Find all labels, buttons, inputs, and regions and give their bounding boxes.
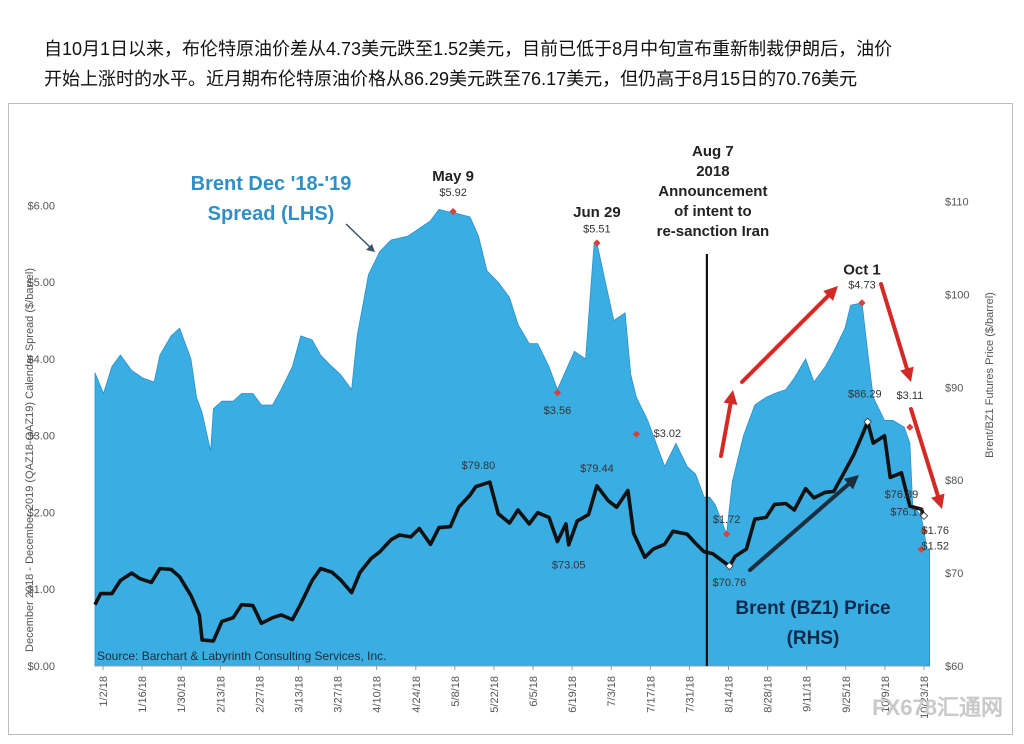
annotation-label: $3.56 [544,405,572,417]
left-tick-label: $1.00 [27,584,55,596]
data-point-marker [632,430,640,438]
headline-line-2: 开始上涨时的水平。近月期布伦特原油价格从86.29美元跌至76.17美元，但仍高… [44,69,858,89]
annotation-label: $79.44 [580,463,614,475]
annotation-label: $1.52 [922,540,950,552]
left-tick-label: $5.00 [27,277,55,289]
annotation-label: $1.76 [922,525,950,537]
left-tick-label: $4.00 [27,354,55,366]
x-tick-label: 5/22/18 [489,676,501,713]
trend-arrow-up-1 [719,401,733,458]
brent-series-label: Brent (BZ1) Price [735,598,890,619]
right-tick-label: $70 [945,568,963,580]
x-tick-label: 4/10/18 [372,676,384,713]
trend-arrow-down-2-head [931,493,945,509]
trend-arrow-down-1-head [900,366,914,382]
data-point-marker [920,527,928,535]
x-tick-label: 9/25/18 [841,676,853,713]
announcement-label-line: Announcement [658,183,767,200]
announcement-label-line: 2018 [696,163,729,180]
x-tick-label: 3/13/18 [293,676,305,713]
announcement-label-line: of intent to [674,203,751,220]
trend-arrow-brent-up [748,482,851,572]
data-point-marker [723,530,731,538]
data-point-marker [906,423,914,431]
annotation-label: Jun 29 [573,204,621,221]
x-tick-label: 7/17/18 [645,676,657,713]
brent-price-line [93,419,926,643]
left-axis-label: December 2018 - December 2019 (QAZ18-QAZ… [24,268,36,652]
trend-arrow-up-1-head [723,390,738,406]
x-tick-label: 6/5/18 [528,676,540,707]
right-axis-label: Brent/BZ1 Futures Price ($/barrel) [984,292,996,458]
x-tick-label: 2/13/18 [215,676,227,713]
source-note: Source: Barchart & Labyrinth Consulting … [97,649,386,663]
chart-frame: $0.00 $1.00 $2.00 $3.00 $4.00 $5.00 $6.00 $60 $7… [8,103,1013,735]
headline-line-1: 自10月1日以来，布伦特原油价差从4.73美元跌至1.52美元，目前已低于8月中… [44,39,893,59]
left-tick-label: $3.00 [27,431,55,443]
data-point-marker [553,389,562,397]
right-tick-label: $80 [945,475,963,487]
x-tick-label: 9/11/18 [802,676,814,712]
data-point-marker [917,545,925,553]
trend-arrow-down-2 [909,407,940,498]
watermark-logo: FX678汇通网 [872,695,1003,720]
label-pointer-line [345,223,372,249]
left-tick-label: $0.00 [27,661,55,673]
data-point-marker [858,299,866,307]
label-pointer-arrowhead [366,244,375,252]
data-point-marker [725,561,734,571]
annotation-label: $3.11 [897,390,924,402]
x-tick-label: 7/3/18 [606,676,618,707]
spread-series-label: Brent Dec '18-'19 [191,173,352,195]
right-tick-label: $90 [945,382,963,394]
x-tick-label: 1/30/18 [176,676,188,713]
x-tick-label: 2/27/18 [254,676,266,713]
annotation-label: $70.76 [713,577,747,589]
x-tick-label: 5/8/18 [450,676,462,707]
annotation-label: $5.51 [583,223,611,235]
annotation-label: $3.02 [654,428,682,440]
x-tick-label: 7/31/18 [684,676,696,713]
annotation-label: $86.29 [848,389,882,401]
x-tick-label: 8/14/18 [724,676,736,713]
annotation-label: $5.92 [439,187,467,199]
left-tick-label: $6.00 [27,200,55,212]
annotation-label: $76.89 [885,489,919,501]
brent-series-label: (RHS) [787,628,840,649]
trend-arrow-up-2 [740,293,831,384]
left-tick-label: $2.00 [27,507,55,519]
right-tick-label: $100 [945,289,969,301]
trend-arrow-down-1 [879,282,909,371]
data-point-marker [919,511,929,520]
x-tick-label: 3/27/18 [333,676,345,713]
spread-area [94,208,930,667]
annotation-label: Oct 1 [843,262,881,279]
annotation-label: May 9 [432,168,474,185]
trend-arrow-up-2-head [823,286,838,301]
data-point-marker [863,417,872,426]
announcement-label-line: Aug 7 [692,143,734,160]
x-tick-label: 4/24/18 [411,676,423,713]
annotation-label: $76.17 [890,507,924,519]
annotation-label: $73.05 [552,559,586,571]
announcement-label-line: re-sanction Iran [657,223,770,240]
x-tick-label: 1/16/18 [137,676,149,713]
right-tick-label: $60 [945,661,963,673]
annotation-label: $4.73 [848,279,876,291]
chart: $0.00 $1.00 $2.00 $3.00 $4.00 $5.00 $6.00 $60 $7… [24,143,1003,720]
x-tick-label: 6/19/18 [567,676,579,713]
data-point-marker [449,207,457,216]
headline: 自10月1日以来，布伦特原油价差从4.73美元跌至1.52美元，目前已低于8月中… [44,34,1004,94]
annotation-label: $79.80 [462,460,496,472]
right-tick-label: $110 [945,197,969,209]
annotation-label: $1.72 [713,514,741,526]
trend-arrow-brent-up-head [843,475,859,490]
x-tick-label: 8/28/18 [763,676,775,713]
spread-series-label: Spread (LHS) [208,203,335,225]
x-tick-label: 1/2/18 [98,676,110,707]
x-tick-label: 10/9/18 [880,676,892,713]
data-point-marker [593,239,601,247]
x-tick-label: 10/23/18 [919,676,931,719]
